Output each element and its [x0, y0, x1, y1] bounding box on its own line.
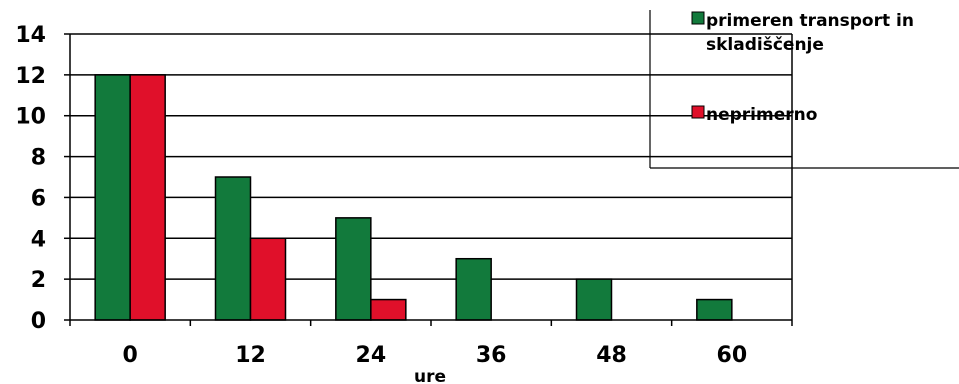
- y-tick-label: 8: [31, 146, 46, 171]
- y-tick-label: 12: [15, 64, 46, 89]
- y-tick-label: 10: [15, 105, 46, 130]
- y-tick-label: 4: [31, 227, 46, 252]
- gridlines: [70, 33, 792, 280]
- x-tick-label: 60: [717, 343, 748, 368]
- y-tick-label: 14: [15, 23, 46, 48]
- x-tick-label: 0: [123, 343, 138, 368]
- bar-primeren-60: [696, 298, 733, 321]
- bar-primeren-12: [214, 176, 252, 321]
- bar-primeren-36: [455, 257, 492, 321]
- bar-neprimerno-0: [129, 74, 166, 321]
- x-tick-label: 48: [596, 343, 627, 368]
- legend-label: skladiščenje: [706, 35, 824, 55]
- y-tick-labels: 0 2 4 6 8 10 12 14: [15, 23, 46, 334]
- legend-swatch-neprimerno: [691, 105, 705, 119]
- axes: [64, 33, 793, 326]
- legend-label: neprimerno: [706, 105, 817, 125]
- y-tick-label: 0: [31, 309, 46, 334]
- bar-primeren-0: [94, 74, 131, 321]
- x-tick-labels: 0 12 24 36 48 60: [123, 343, 748, 368]
- bar-neprimerno-24: [370, 298, 407, 321]
- x-tick-label: 24: [356, 343, 387, 368]
- y-tick-label: 2: [31, 268, 46, 293]
- bar-neprimerno-12: [249, 237, 287, 321]
- y-tick-label: 6: [31, 186, 46, 211]
- legend-swatch-primeren: [691, 11, 705, 25]
- bar-primeren-48: [575, 278, 613, 321]
- legend: primeren transport in skladiščenje neprime…: [649, 10, 959, 169]
- bar-primeren-24: [335, 217, 372, 321]
- x-tick-label: 36: [476, 343, 507, 368]
- x-axis-label: ure: [414, 367, 446, 384]
- legend-label: primeren transport in: [706, 11, 914, 31]
- x-tick-label: 12: [235, 343, 266, 368]
